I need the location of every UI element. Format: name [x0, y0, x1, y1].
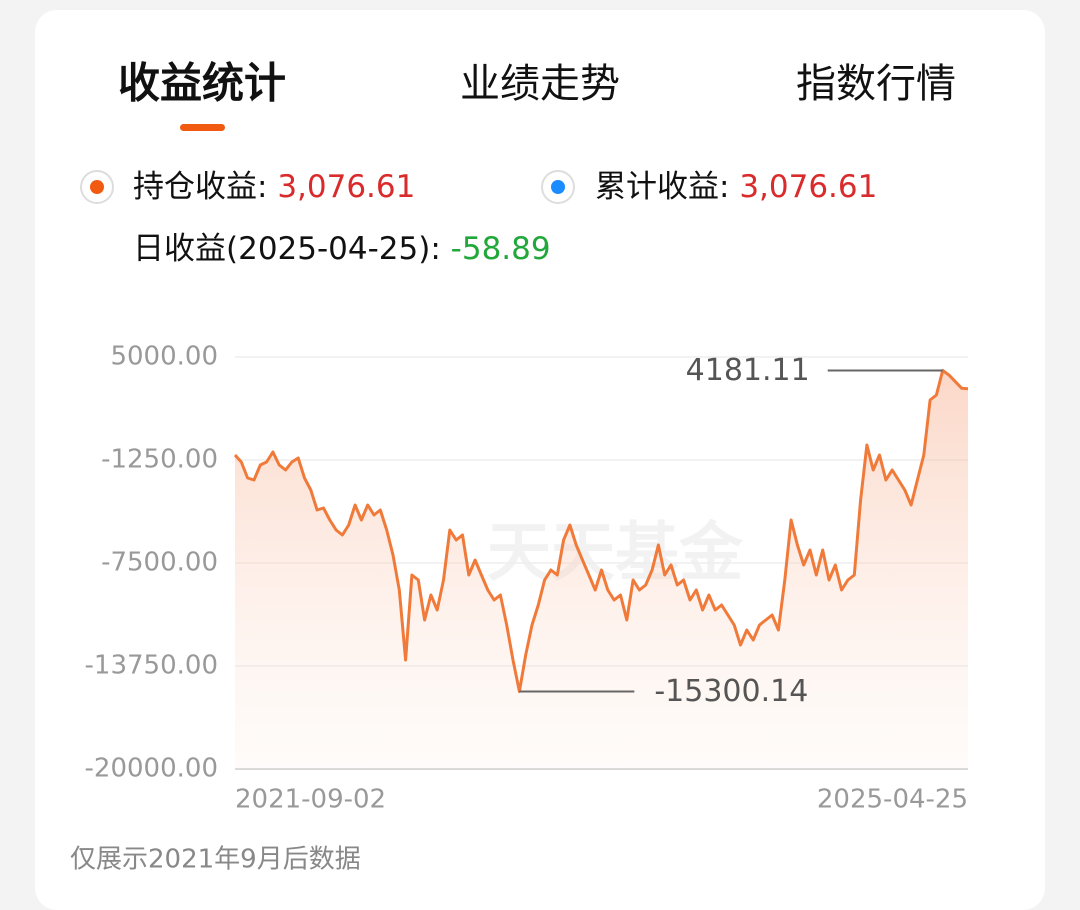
legend-dot — [551, 180, 565, 194]
y-tick-label: 5000.00 — [110, 342, 218, 372]
label: 持仓收益: — [133, 169, 277, 205]
value: 3,076.61 — [739, 169, 877, 205]
legend-dot — [90, 180, 104, 194]
footer-note: 仅展示2021年9月后数据 — [70, 845, 361, 875]
x-tick-label: 2021-09-02 — [235, 785, 386, 815]
line — [233, 369, 969, 693]
tab[interactable]: 收益统计 — [118, 59, 286, 108]
summary-label: 累计收益: 3,076.61 — [595, 169, 877, 205]
area — [235, 370, 968, 769]
tab[interactable]: 指数行情 — [796, 61, 956, 107]
value: -58.89 — [451, 231, 551, 267]
label: 累计收益: — [595, 169, 739, 205]
watermark: 天天基金 — [487, 517, 744, 591]
tab[interactable]: 业绩走势 — [460, 61, 620, 107]
label: 日收益(2025-04-25): — [133, 231, 451, 267]
summary-label: 持仓收益: 3,076.61 — [133, 169, 415, 205]
y-tick-label: -13750.00 — [85, 651, 218, 681]
y-tick-label: -1250.00 — [101, 445, 218, 475]
annotation-label: 4181.11 — [686, 353, 810, 388]
y-tick-label: -20000.00 — [85, 754, 218, 784]
tab-indicator — [180, 124, 225, 131]
x-tick-label: 2025-04-25 — [817, 785, 968, 815]
summary-label: 日收益(2025-04-25): -58.89 — [133, 231, 551, 267]
annotation-label: -15300.14 — [654, 674, 808, 709]
y-tick-label: -7500.00 — [101, 548, 218, 578]
value: 3,076.61 — [277, 169, 415, 205]
